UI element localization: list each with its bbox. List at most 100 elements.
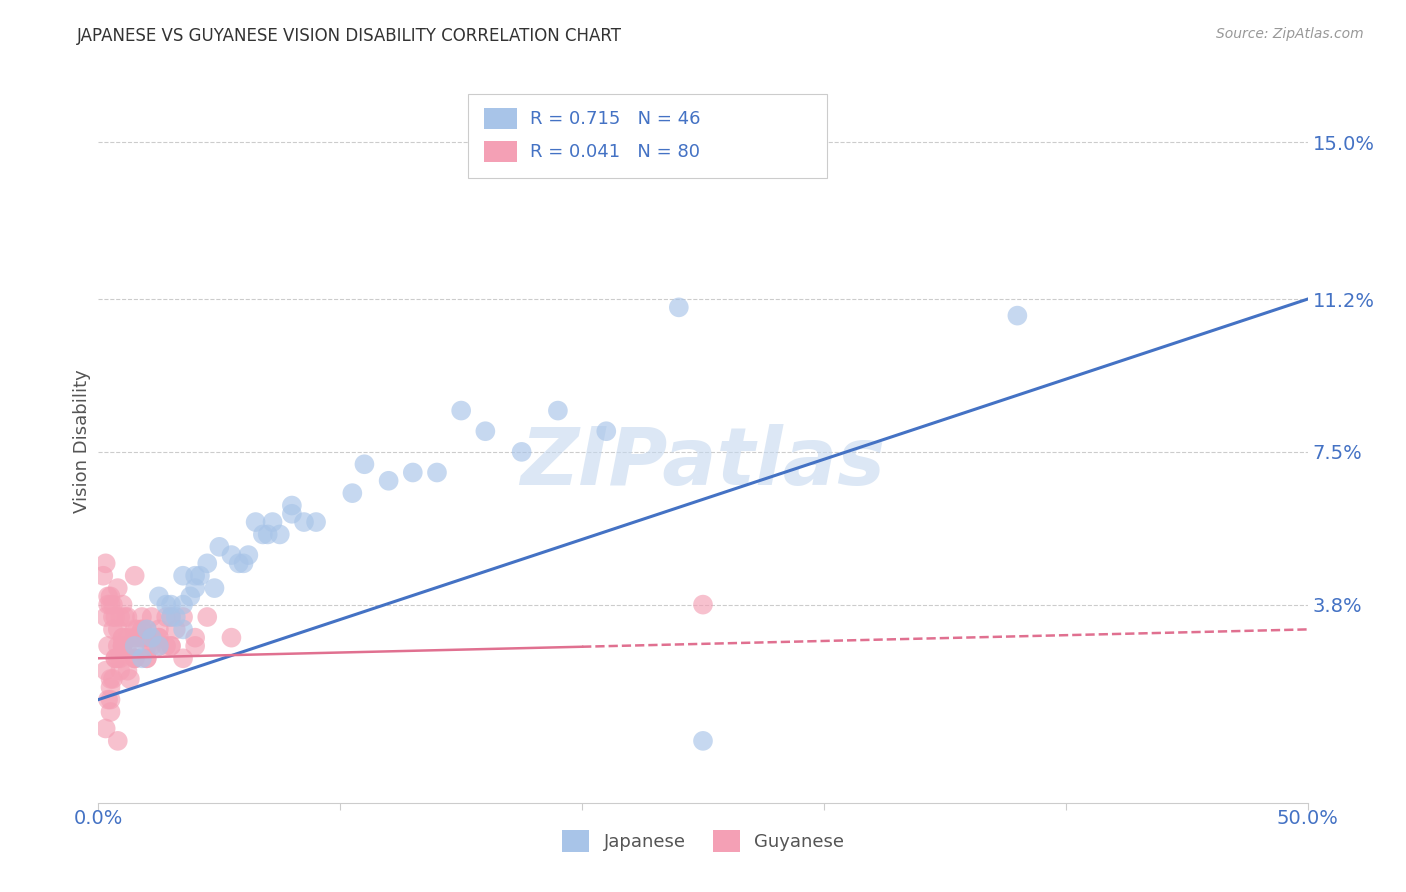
Point [172,651,194,665]
Point [124,568,146,582]
Point [165,610,187,624]
Point [124,651,146,665]
Point [108,610,131,624]
Point [100,680,122,694]
Point [188,568,211,582]
Point [668,301,690,315]
Point [245,515,267,529]
Point [111,639,134,653]
Point [179,590,201,604]
Point [184,639,207,653]
Point [184,631,207,645]
Text: 0.0%: 0.0% [73,809,124,828]
Point [155,610,177,624]
Point [111,598,134,612]
Point [692,734,714,748]
Point [426,466,449,480]
Point [232,557,254,571]
Point [141,639,163,653]
Point [94,610,117,624]
Point [131,631,153,645]
Point [204,581,226,595]
Point [91,568,114,582]
Point [124,623,146,637]
Point [160,639,183,653]
Point [94,664,117,678]
Point [281,507,304,521]
Point [141,610,163,624]
Point [195,610,218,624]
Point [208,540,231,554]
Point [111,639,134,653]
Point [195,557,218,571]
Point [135,631,157,645]
Point [510,445,533,459]
Point [228,557,250,571]
Y-axis label: Vision Disability: Vision Disability [73,369,91,514]
Point [100,590,122,604]
Point [101,598,124,612]
Point [131,623,153,637]
Point [135,623,157,637]
Point [104,651,127,665]
Point [124,631,146,645]
Point [94,557,117,571]
Point [148,639,170,653]
Point [107,639,129,653]
Text: R = 0.041   N = 80: R = 0.041 N = 80 [530,143,700,161]
Point [111,631,134,645]
Text: R = 0.715   N = 46: R = 0.715 N = 46 [530,110,700,128]
Point [221,631,243,645]
Point [100,598,122,612]
Point [101,672,124,686]
Point [184,568,207,582]
Point [377,474,399,488]
Point [124,651,146,665]
Point [131,631,153,645]
Point [111,639,134,653]
Point [104,651,127,665]
Point [135,651,157,665]
Point [117,664,139,678]
Point [148,623,170,637]
Point [100,672,122,686]
Point [107,623,129,637]
Point [172,598,194,612]
Point [117,631,139,645]
Point [342,486,364,500]
Point [107,651,129,665]
Point [353,457,375,471]
Point [108,651,131,665]
Point [127,623,149,637]
Point [124,639,146,653]
Point [252,527,274,541]
Point [402,466,425,480]
Legend: Japanese, Guyanese: Japanese, Guyanese [555,822,851,859]
Point [124,631,146,645]
Point [292,515,315,529]
Point [131,623,153,637]
Point [107,581,129,595]
Point [131,651,153,665]
Point [117,639,139,653]
Point [262,515,284,529]
Point [97,590,120,604]
Point [155,639,177,653]
Point [148,639,170,653]
Point [238,548,260,562]
Point [107,734,129,748]
Point [160,610,183,624]
Point [148,631,170,645]
Point [131,610,153,624]
Point [141,631,163,645]
Point [474,424,496,438]
Point [184,581,207,595]
Point [97,692,120,706]
Point [269,527,291,541]
Point [155,598,177,612]
Point [172,610,194,624]
Point [165,623,187,637]
Point [595,424,617,438]
Point [124,651,146,665]
Point [118,672,141,686]
